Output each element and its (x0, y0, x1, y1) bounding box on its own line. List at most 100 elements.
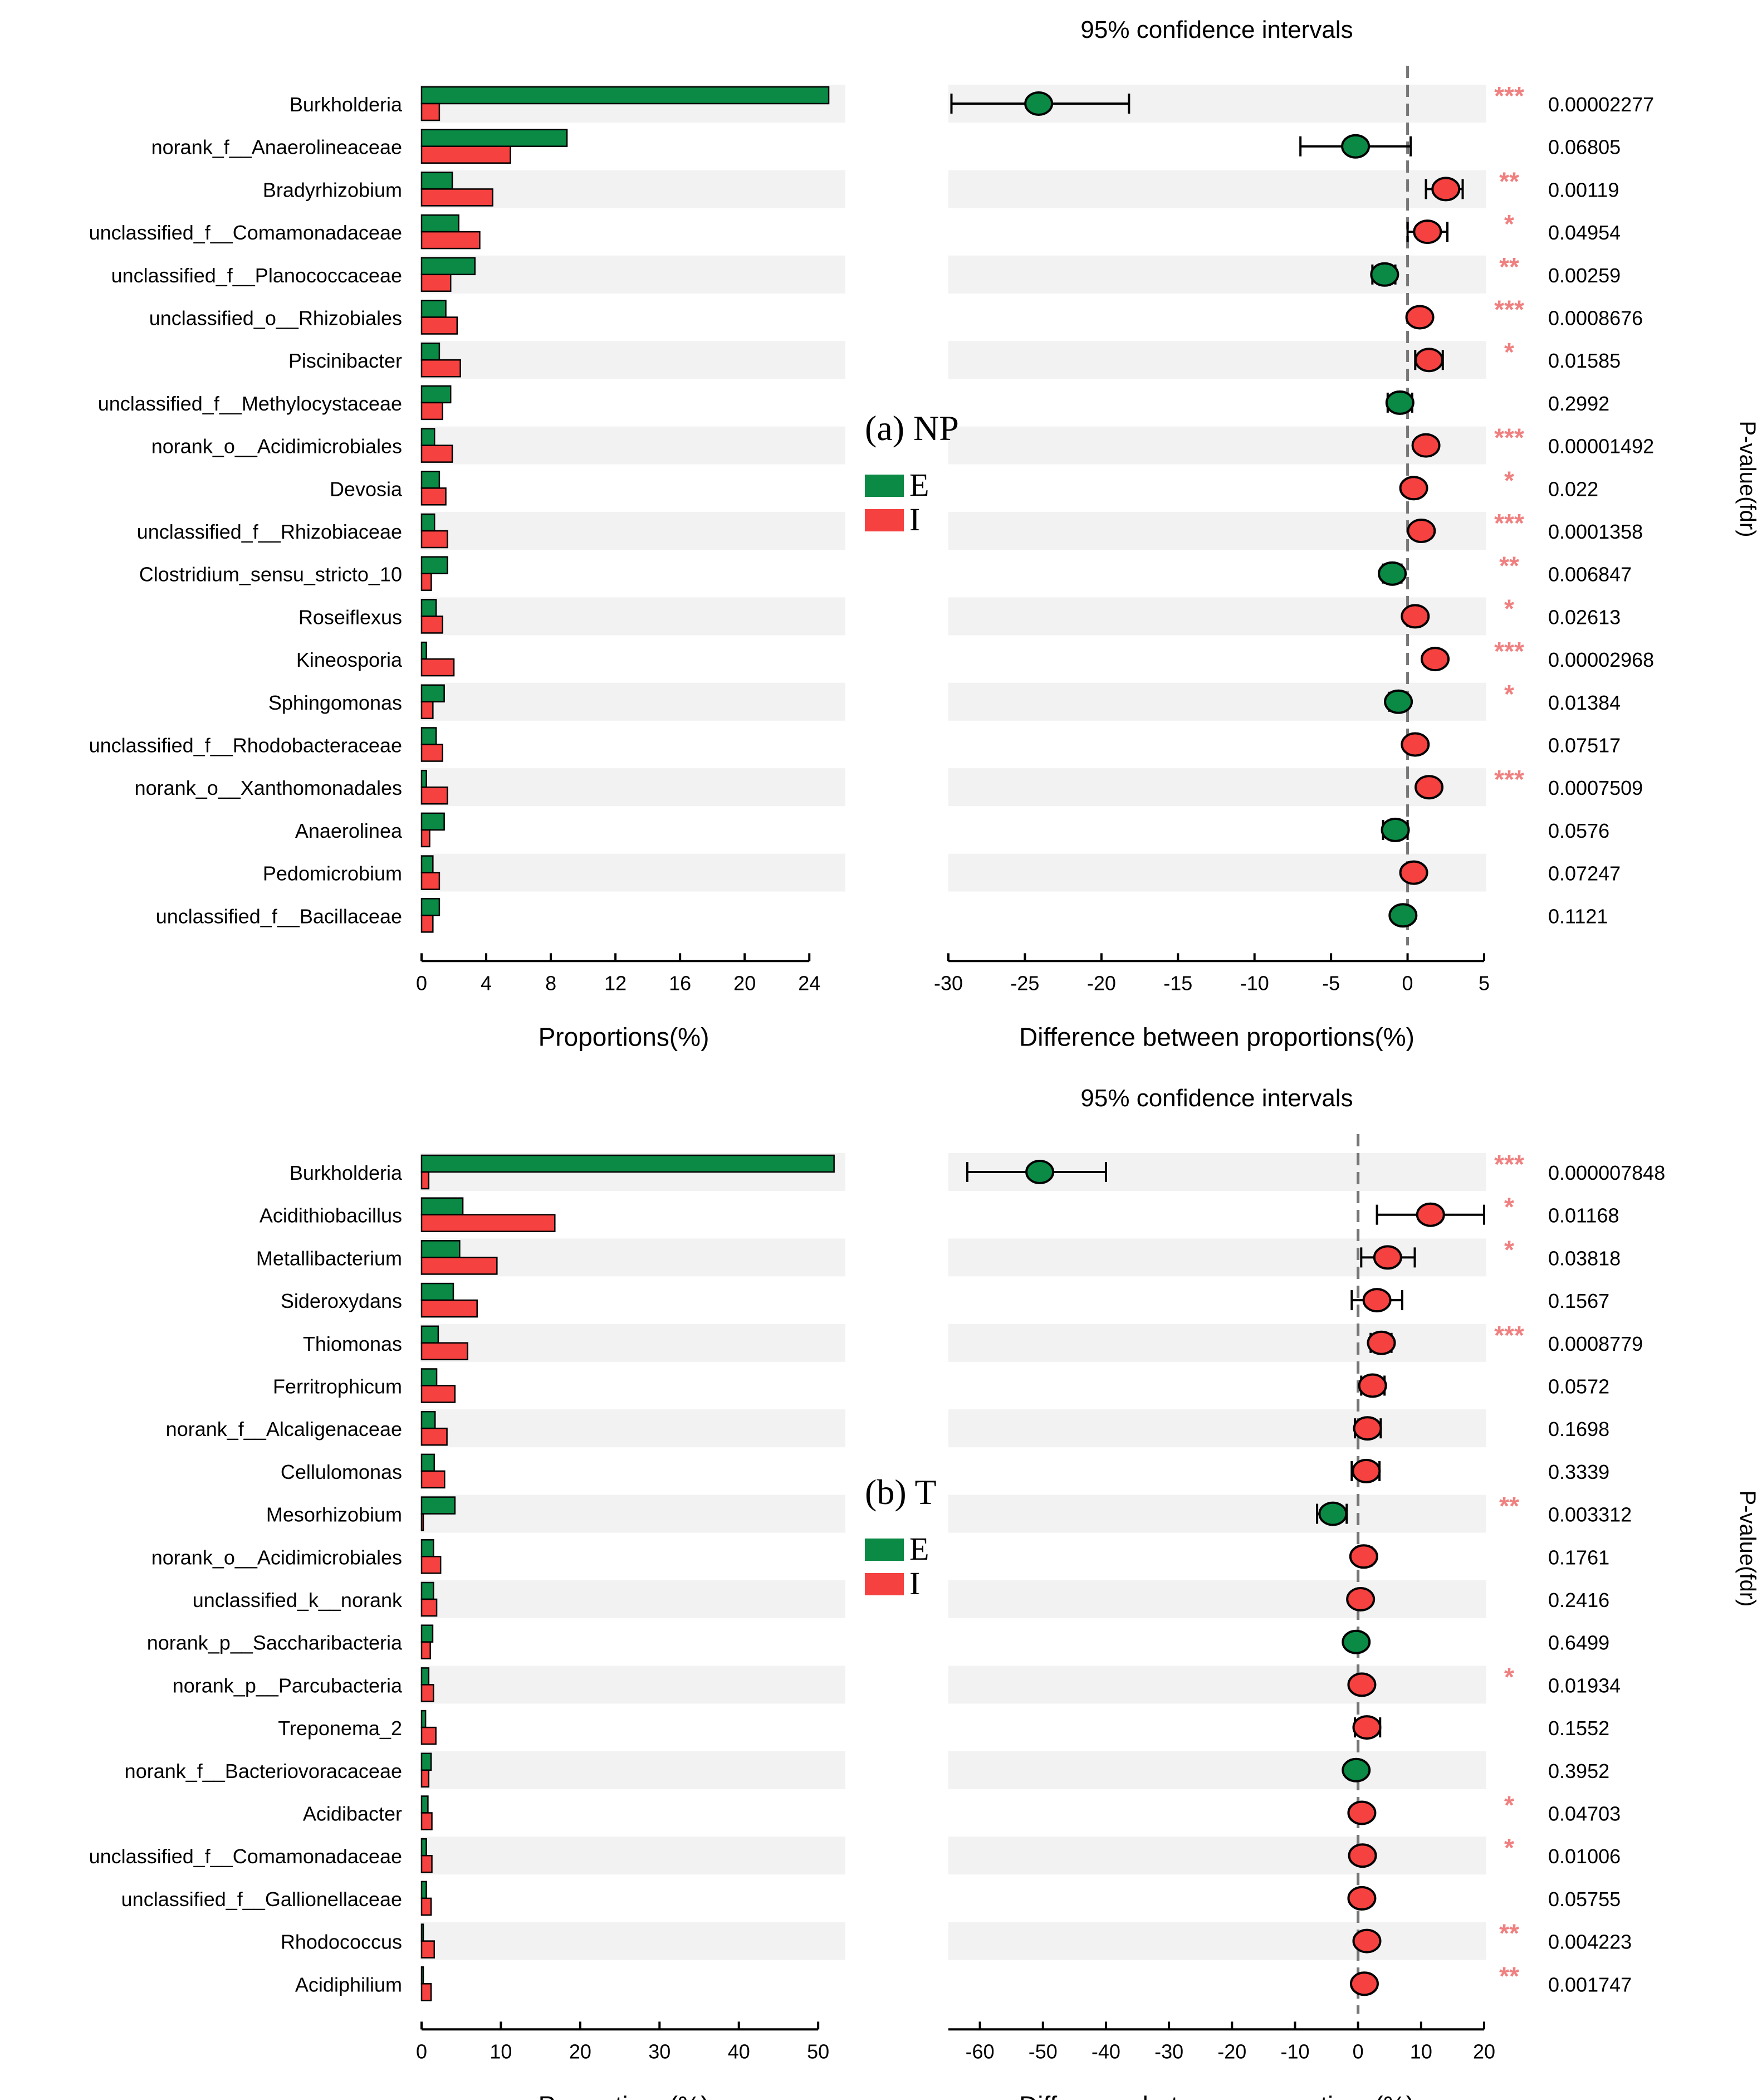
taxon-label: unclassified_f__Rhodobacteraceae (89, 734, 402, 757)
effect-point (1342, 1629, 1371, 1654)
bar-E (420, 1539, 434, 1557)
significance-stars: * (1504, 466, 1514, 495)
prop-tick-label: 8 (545, 971, 556, 994)
effect-point (1358, 1373, 1387, 1398)
significance-stars: * (1504, 594, 1514, 623)
effect-point (1378, 561, 1407, 586)
bar-I (420, 102, 440, 121)
diff-tick-label: 10 (1410, 2040, 1432, 2063)
bar-I (420, 402, 443, 421)
diff-tick-label: 20 (1473, 2040, 1495, 2063)
row-stripe-left (420, 768, 845, 807)
taxon-label: Kineosporia (296, 648, 403, 671)
significance-stars: ** (1499, 1919, 1519, 1948)
bar-I (420, 1769, 430, 1788)
taxon-label: Pedomicrobium (263, 862, 402, 885)
bar-I (420, 359, 461, 378)
row-stripe-right (948, 1666, 1486, 1704)
taxon-label: Roseiflexus (298, 605, 402, 628)
significance-stars: *** (1494, 81, 1524, 110)
p-value: 0.1121 (1548, 905, 1608, 927)
significance-stars: * (1504, 680, 1514, 709)
diff-axis-title: Difference between proportions(%) (1019, 1022, 1415, 1051)
row-stripe-right (948, 597, 1486, 636)
taxon-label: Acidithiobacillus (260, 1204, 402, 1227)
effect-point (1415, 775, 1444, 800)
effect-point (1381, 817, 1410, 842)
taxon-label: Anaerolinea (295, 819, 403, 842)
bar-E (420, 1667, 430, 1686)
effect-point (1352, 1715, 1382, 1740)
prop-tick-label: 0 (416, 2040, 427, 2063)
row-stripe-right (948, 1751, 1486, 1789)
effect-point (1318, 1501, 1348, 1526)
bar-E (420, 1197, 464, 1215)
bar-I (420, 1598, 438, 1617)
effect-point (1348, 1843, 1377, 1868)
p-value: 0.0576 (1548, 819, 1609, 842)
bar-E (420, 257, 476, 276)
bar-E (420, 1752, 432, 1771)
diff-tick-label: -10 (1240, 971, 1269, 994)
bar-I (420, 1812, 433, 1830)
bar-I (420, 616, 443, 634)
bar-I (420, 1171, 430, 1190)
bar-E (420, 769, 427, 788)
bar-I (420, 1983, 432, 2001)
effect-point (1431, 177, 1461, 202)
diff-tick-label: -10 (1280, 2040, 1309, 2063)
p-value: 0.2416 (1548, 1589, 1609, 1611)
row-stripe-left (420, 597, 845, 636)
effect-point (1370, 262, 1399, 287)
diff-tick-label: -30 (1154, 2040, 1183, 2063)
p-value: 0.006847 (1548, 563, 1632, 586)
row-stripe-left (420, 1324, 845, 1362)
bar-I (420, 445, 453, 463)
bar-I (420, 1385, 456, 1403)
p-value: 0.00002968 (1548, 648, 1654, 671)
diff-tick-label: -50 (1029, 2040, 1058, 2063)
taxon-label: Burkholderia (290, 1161, 403, 1184)
p-value: 0.01006 (1548, 1845, 1621, 1868)
p-value: 0.001747 (1548, 1973, 1632, 1996)
bar-I (420, 274, 452, 292)
bar-E (420, 1240, 461, 1258)
bar-E (420, 1496, 456, 1515)
taxon-label: Thiomonas (303, 1332, 402, 1355)
p-value: 0.07247 (1548, 862, 1621, 885)
taxon-label: Treponema_2 (278, 1717, 402, 1740)
p-value: 0.000007848 (1548, 1161, 1665, 1184)
row-stripe-right (948, 1580, 1486, 1618)
taxon-label: unclassified_f__Methylocystaceae (98, 392, 402, 415)
row-stripe-left (420, 255, 845, 294)
taxon-label: unclassified_f__Planococcaceae (111, 264, 402, 287)
p-value: 0.01384 (1548, 691, 1621, 714)
effect-point (1347, 1886, 1377, 1911)
significance-stars: ** (1499, 1961, 1519, 1990)
effect-point (1421, 647, 1450, 672)
row-stripe-left (420, 1495, 845, 1533)
row-stripe-left (420, 1837, 845, 1875)
p-value: 0.1698 (1548, 1418, 1609, 1440)
p-value: 0.06805 (1548, 136, 1621, 159)
panel-label: (b) T (865, 1472, 937, 1512)
p-value: 0.022 (1548, 477, 1598, 500)
prop-tick-label: 12 (604, 971, 627, 994)
row-stripe-right (948, 512, 1486, 550)
effect-point (1401, 732, 1430, 757)
effect-point (1349, 1971, 1379, 1996)
bar-I (420, 701, 434, 720)
significance-stars: ** (1499, 551, 1519, 580)
row-stripe-left (420, 1666, 845, 1704)
row-stripe-left (420, 682, 845, 721)
legend-swatch-E (865, 1539, 904, 1561)
bar-E (420, 599, 437, 617)
p-value: 0.0001358 (1548, 520, 1643, 543)
taxon-label: Metallibacterium (256, 1247, 402, 1269)
p-value: 0.01934 (1548, 1674, 1621, 1697)
taxon-label: Acidibacter (303, 1803, 402, 1825)
bar-I (420, 1684, 434, 1702)
bar-I (420, 1257, 498, 1275)
bar-E (420, 684, 445, 703)
